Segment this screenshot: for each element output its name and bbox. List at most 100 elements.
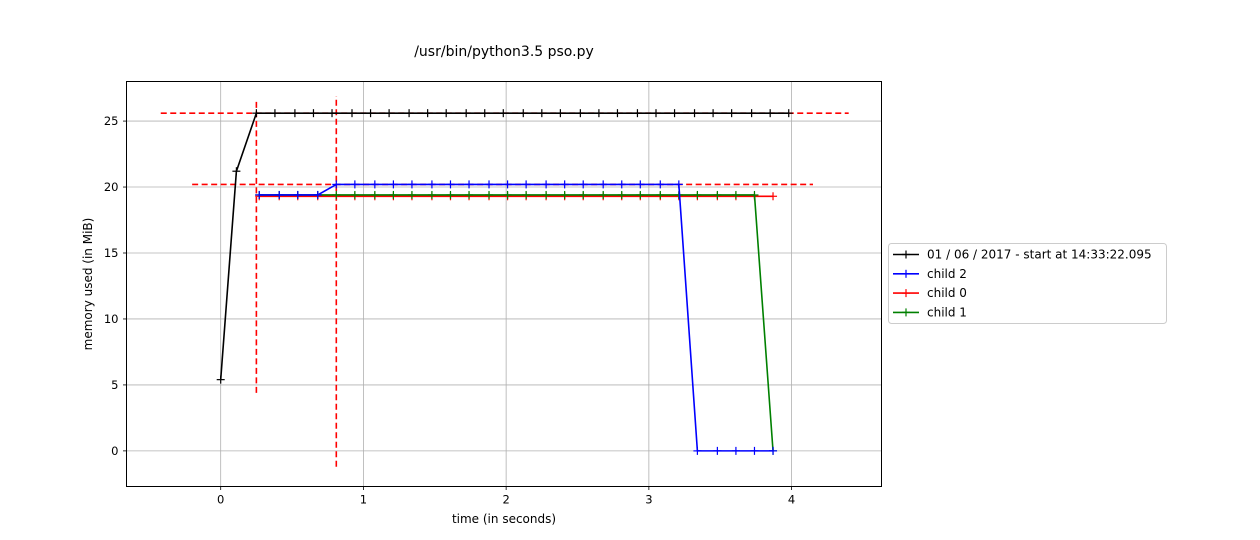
series-line <box>219 112 789 380</box>
series-0 <box>216 109 793 384</box>
data-point <box>407 190 416 199</box>
data-point <box>651 109 660 118</box>
data-point <box>522 180 531 189</box>
data-point <box>405 109 414 118</box>
data-point <box>332 180 341 189</box>
data-point <box>485 180 494 189</box>
data-point <box>442 109 451 118</box>
data-point <box>579 180 588 189</box>
data-point <box>427 180 436 189</box>
data-point <box>462 109 471 118</box>
data-point <box>636 190 645 199</box>
data-point <box>594 109 603 118</box>
data-point <box>485 190 494 199</box>
data-point <box>656 190 665 199</box>
legend-label: child 0 <box>927 286 967 300</box>
legend-label: child 2 <box>927 267 967 281</box>
data-point <box>503 180 512 189</box>
series-2 <box>255 192 778 201</box>
data-point <box>423 109 432 118</box>
x-tick-label: 4 <box>788 493 795 507</box>
legend-entry: child 2 <box>893 267 967 281</box>
data-point <box>480 109 489 118</box>
y-tick-label: 0 <box>111 444 118 458</box>
data-point <box>599 180 608 189</box>
x-tick-label: 0 <box>217 493 224 507</box>
data-point <box>769 446 778 455</box>
data-point <box>370 180 379 189</box>
data-point <box>693 446 702 455</box>
data-point <box>446 180 455 189</box>
data-point <box>542 190 551 199</box>
data-point <box>617 190 626 199</box>
data-point <box>503 190 512 199</box>
data-point <box>674 180 683 189</box>
data-point <box>255 190 264 199</box>
data-point <box>769 192 778 201</box>
y-tick-label: 25 <box>104 114 119 128</box>
data-point <box>599 190 608 199</box>
data-point <box>232 167 241 176</box>
data-point <box>519 109 528 118</box>
data-point <box>613 109 622 118</box>
data-point <box>656 180 665 189</box>
y-axis-label: memory used (in MiB) <box>81 218 95 351</box>
legend-entry: 01 / 06 / 2017 - start at 14:33:22.095 <box>893 248 1152 262</box>
data-point <box>693 190 702 199</box>
data-point <box>465 190 474 199</box>
data-point <box>348 109 357 118</box>
data-point <box>537 109 546 118</box>
data-point <box>784 109 793 118</box>
data-point <box>731 190 740 199</box>
legend-label: child 1 <box>927 305 967 319</box>
data-point <box>252 109 261 118</box>
data-point <box>560 190 569 199</box>
series-lines <box>216 109 793 455</box>
data-point <box>350 180 359 189</box>
data-point <box>446 190 455 199</box>
data-point <box>309 109 318 118</box>
data-point <box>522 190 531 199</box>
legend-entry: child 1 <box>893 305 967 319</box>
data-point <box>427 190 436 199</box>
y-tick-label: 10 <box>104 312 119 326</box>
data-point <box>747 109 756 118</box>
legend: 01 / 06 / 2017 - start at 14:33:22.095 ch… <box>888 243 1167 324</box>
data-point <box>542 180 551 189</box>
data-point <box>465 180 474 189</box>
axis-ticks: 0 1 2 3 4 0 5 10 15 20 25 <box>104 114 795 506</box>
series-line <box>259 183 774 452</box>
legend-entry: child 0 <box>893 286 967 300</box>
data-point <box>332 190 341 199</box>
data-point <box>750 190 759 199</box>
data-point <box>579 190 588 199</box>
data-point <box>275 190 284 199</box>
data-point <box>270 109 279 118</box>
data-point <box>328 109 337 118</box>
series-line <box>259 194 774 451</box>
data-point <box>560 180 569 189</box>
data-point <box>713 446 722 455</box>
data-point <box>385 109 394 118</box>
data-point <box>293 190 302 199</box>
data-point <box>216 375 225 384</box>
x-tick-label: 2 <box>502 493 509 507</box>
x-axis-label: time (in seconds) <box>452 512 556 526</box>
data-point <box>690 109 699 118</box>
grid <box>126 81 882 487</box>
plot-frame <box>126 81 882 487</box>
y-tick-label: 15 <box>104 246 119 260</box>
data-point <box>407 180 416 189</box>
legend-frame <box>888 243 1167 324</box>
data-point <box>313 190 322 199</box>
data-point <box>670 109 679 118</box>
legend-label: 01 / 06 / 2017 - start at 14:33:22.095 <box>927 248 1152 262</box>
y-tick-label: 20 <box>104 180 119 194</box>
x-tick-label: 1 <box>360 493 367 507</box>
data-point <box>731 446 740 455</box>
data-point <box>727 109 736 118</box>
data-point <box>709 109 718 118</box>
data-point <box>636 180 645 189</box>
